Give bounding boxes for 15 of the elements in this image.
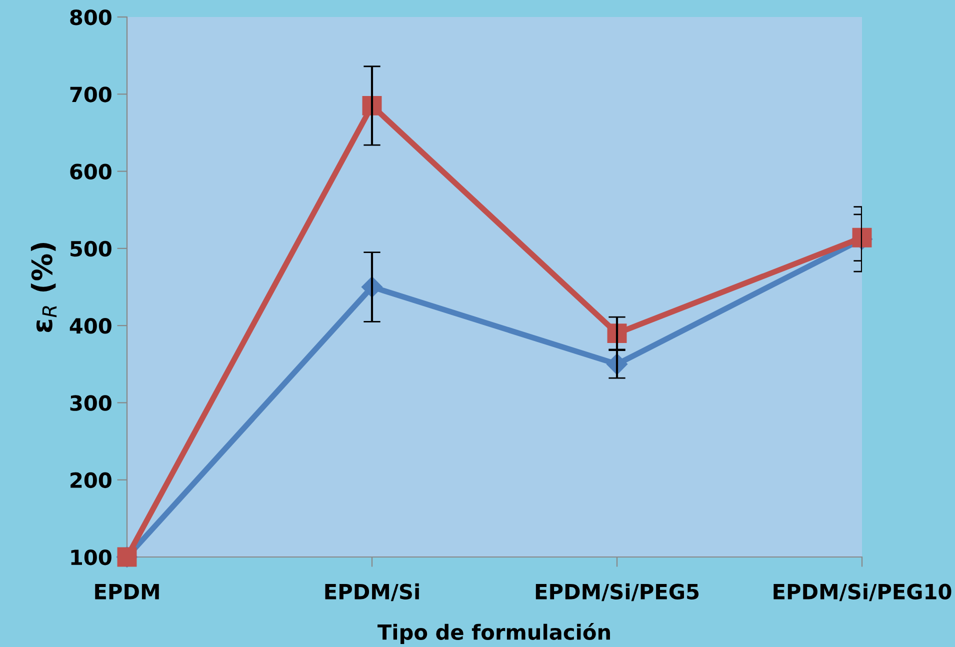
y-tick-label: 800	[70, 9, 112, 26]
y-tick-label: 300	[70, 395, 112, 411]
y-axis-title: ε$_{R}$ (%)	[30, 243, 57, 332]
y-tick-label: 500	[70, 240, 112, 257]
y-tick-label: 100	[71, 549, 112, 566]
x-tick-label: EPDM	[95, 584, 159, 600]
point	[852, 228, 872, 248]
y-tick-label: 700	[70, 86, 112, 102]
y-tick-label: 400	[70, 318, 112, 334]
y-tick-label: 600	[70, 164, 112, 180]
x-tick-label: EPDM/Si/PEG5	[536, 583, 699, 602]
x-tick-label: EPDM/Si	[325, 583, 419, 602]
x-tick-label: EPDM/Si/PEG10	[774, 583, 952, 602]
x-axis-title: Tipo de formulación	[378, 622, 610, 644]
y-tick-label: 200	[70, 472, 112, 488]
